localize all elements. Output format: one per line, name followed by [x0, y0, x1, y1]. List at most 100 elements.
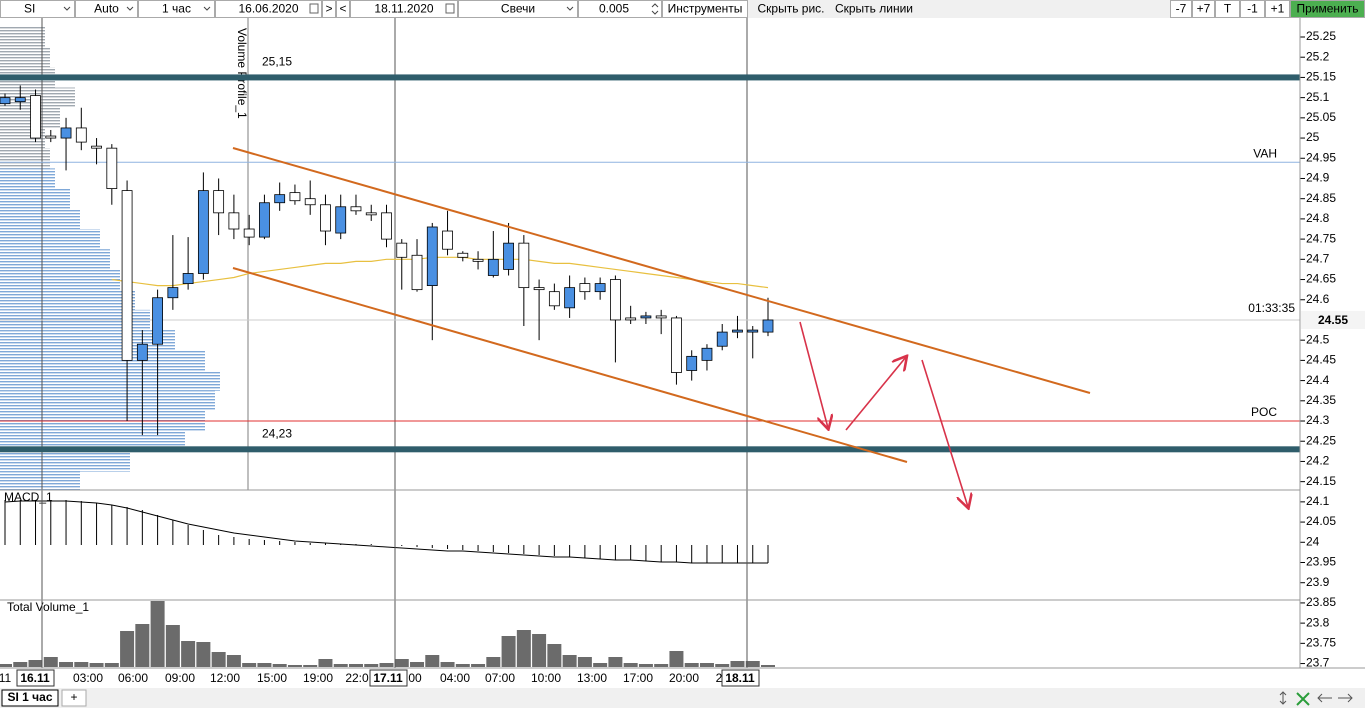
candle-body	[610, 279, 621, 321]
toolbar-box[interactable]	[662, 0, 748, 18]
y-tick-label: 24.25	[1306, 433, 1336, 447]
y-tick-label: 24.4	[1306, 373, 1330, 387]
toolbar-item[interactable]: T	[1224, 2, 1232, 16]
time-label: 03:00	[73, 671, 103, 685]
candle-body	[716, 331, 728, 347]
y-tick-label: 24.2	[1306, 454, 1330, 468]
candle-body	[304, 198, 316, 206]
tab-label[interactable]: +	[70, 690, 77, 704]
toolbar-box[interactable]	[1215, 0, 1240, 18]
pane-bg	[0, 491, 1300, 599]
date-box	[369, 669, 408, 687]
y-tick-label: 24	[1306, 534, 1320, 548]
toolbar-item[interactable]: Свечи	[501, 2, 535, 16]
toolbar-item[interactable]: Инструменты	[668, 2, 743, 16]
candle-body	[655, 315, 667, 319]
volume-bar	[74, 662, 89, 667]
toolbar-box[interactable]	[1192, 0, 1215, 18]
toolbar-box[interactable]	[578, 0, 662, 18]
calendar-icon[interactable]	[309, 3, 319, 14]
volume-bar	[120, 631, 135, 667]
tab-label[interactable]: SI 1 час	[8, 690, 53, 704]
toolbar-item[interactable]: Auto	[94, 2, 119, 16]
toolbar-box[interactable]	[1170, 0, 1192, 18]
plot-area: Volume Profile_1 25,15 24,23 VAH POC 01:33:35…	[0, 18, 1300, 668]
volume-bar	[364, 664, 379, 667]
price-axis: 25.25 25.2 25.15 25.1 25.05 25 24.95 24.9 24.85 2…	[1300, 29, 1365, 670]
dropdown-arrow[interactable]	[566, 6, 574, 11]
toolbar-item[interactable]: SI	[24, 2, 35, 16]
y-tick-label: 25.25	[1306, 29, 1336, 43]
candle-body	[518, 242, 530, 289]
y-tick-label: 24.65	[1306, 272, 1336, 286]
toolbar-box[interactable]	[138, 0, 215, 18]
toolbar-box[interactable]	[75, 0, 138, 18]
volume-bar	[684, 663, 699, 667]
volume-bar	[13, 662, 28, 667]
toolbar-item[interactable]: Скрыть линии	[835, 2, 913, 16]
toolbar-item[interactable]: 1 час	[162, 2, 191, 16]
toolbar-box[interactable]	[322, 0, 336, 18]
toolbar-box[interactable]	[0, 0, 75, 18]
toolbar-item[interactable]: >	[325, 2, 332, 16]
volume-bar	[272, 664, 287, 667]
volume-bar	[28, 660, 43, 667]
toolbar-item[interactable]: -7	[1176, 2, 1187, 16]
toolbar-item[interactable]: -1	[1247, 2, 1258, 16]
tab[interactable]	[61, 689, 87, 707]
toolbar-item[interactable]: Применить	[1296, 2, 1358, 16]
dropdown-arrow[interactable]	[63, 6, 71, 11]
toolbar-box[interactable]	[458, 0, 578, 18]
channel-line	[232, 267, 908, 463]
time-label: 11	[0, 671, 12, 685]
volume-bar	[623, 663, 638, 667]
bottom-area: 11 16.11 03:00 06:00 09:00 12:00 15:00 19:00 22:…	[0, 667, 1365, 708]
volume-bar	[242, 663, 257, 667]
profile-bar	[0, 208, 80, 230]
candle-body	[503, 242, 514, 270]
y-tick-label: 24.3	[1306, 413, 1330, 427]
y-tick-label: 24.6	[1306, 292, 1330, 306]
toolbar-item[interactable]: +7	[1197, 2, 1211, 16]
profile-bar	[0, 26, 45, 48]
toolbar-item[interactable]: +1	[1271, 2, 1285, 16]
toolbar-box[interactable]	[350, 0, 458, 18]
profile-bar	[0, 188, 70, 209]
candle-body	[396, 242, 408, 258]
y-tick-label: 25	[1306, 130, 1320, 144]
toolbar-item[interactable]: Скрыть рис.	[757, 2, 824, 16]
dropdown-arrow[interactable]	[203, 6, 211, 11]
candle-body	[320, 204, 331, 232]
volume-bar	[471, 664, 486, 667]
toolbar-item[interactable]: <	[339, 2, 346, 16]
y-tick-label: 24.05	[1306, 514, 1336, 528]
spinner[interactable]	[651, 3, 659, 15]
candle-body	[747, 329, 759, 333]
y-tick-label: 24.85	[1306, 191, 1336, 205]
y-tick-label: 24.9	[1306, 171, 1330, 185]
toolbar-box[interactable]	[1265, 0, 1290, 18]
volume-bar	[761, 665, 775, 667]
profile-bar	[0, 471, 80, 492]
candle-body	[533, 287, 545, 291]
dropdown-arrow[interactable]	[126, 6, 134, 11]
timer: 01:33:35	[1248, 301, 1295, 315]
toolbar-item[interactable]: 16.06.2020	[238, 2, 298, 16]
toolbar-item[interactable]: 18.11.2020	[374, 2, 433, 16]
volume-bar	[165, 625, 180, 667]
toolbar-item[interactable]: 0.005	[599, 2, 629, 16]
volume-name: Total Volume_1	[7, 600, 89, 614]
y-tick-label: 25.2	[1306, 49, 1330, 63]
tab[interactable]	[1, 689, 59, 707]
date-label: 16.11	[20, 671, 50, 685]
toolbar-box[interactable]	[336, 0, 350, 18]
volume-bar	[135, 624, 150, 667]
volume-bar	[745, 661, 760, 667]
calendar-icon[interactable]	[445, 3, 455, 14]
toolbar-box[interactable]	[215, 0, 322, 18]
toolbar-box[interactable]	[1240, 0, 1265, 18]
y-tick-label: 24.15	[1306, 474, 1336, 488]
candle-body	[228, 212, 240, 230]
volume-bar	[287, 665, 302, 667]
